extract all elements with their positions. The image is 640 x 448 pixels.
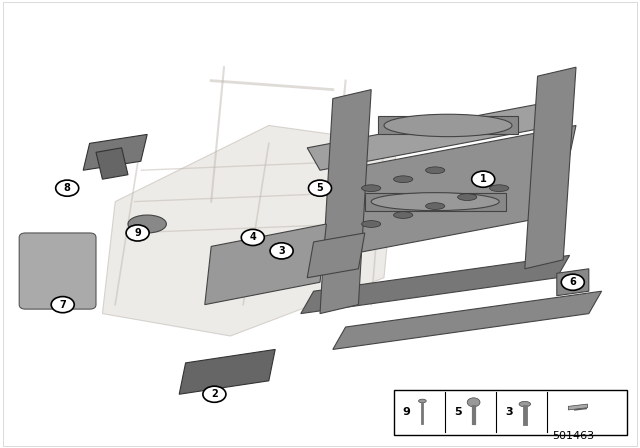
Text: 501463: 501463 — [552, 431, 594, 441]
Text: 8: 8 — [64, 183, 70, 193]
FancyBboxPatch shape — [19, 233, 96, 309]
Ellipse shape — [371, 193, 499, 211]
Text: 9: 9 — [403, 407, 410, 417]
Text: 9: 9 — [134, 228, 141, 238]
Ellipse shape — [419, 399, 426, 403]
Circle shape — [241, 229, 264, 246]
Polygon shape — [83, 134, 147, 170]
Polygon shape — [96, 148, 128, 179]
Polygon shape — [102, 125, 397, 336]
Ellipse shape — [490, 185, 509, 192]
Polygon shape — [557, 269, 589, 296]
Ellipse shape — [362, 185, 381, 192]
Text: 6: 6 — [570, 277, 576, 287]
Circle shape — [561, 274, 584, 290]
Circle shape — [126, 225, 149, 241]
Text: 2: 2 — [211, 389, 218, 399]
Ellipse shape — [394, 176, 413, 183]
Bar — [394, 390, 627, 435]
Ellipse shape — [519, 401, 531, 407]
Polygon shape — [568, 404, 588, 410]
Text: 4: 4 — [250, 233, 256, 242]
Text: 1: 1 — [480, 174, 486, 184]
Polygon shape — [205, 224, 326, 305]
Circle shape — [203, 386, 226, 402]
Circle shape — [467, 398, 480, 407]
Text: 3: 3 — [505, 407, 513, 417]
Circle shape — [308, 180, 332, 196]
Circle shape — [56, 180, 79, 196]
Bar — [365, 193, 506, 211]
Polygon shape — [320, 125, 576, 260]
Text: 5: 5 — [317, 183, 323, 193]
Ellipse shape — [362, 221, 381, 228]
Bar — [378, 116, 518, 134]
Polygon shape — [525, 67, 576, 269]
Ellipse shape — [394, 212, 413, 219]
Polygon shape — [179, 349, 275, 394]
Polygon shape — [333, 291, 602, 349]
Polygon shape — [301, 255, 570, 314]
Ellipse shape — [458, 194, 477, 201]
Text: 7: 7 — [60, 300, 66, 310]
Ellipse shape — [128, 215, 166, 233]
Ellipse shape — [384, 114, 512, 137]
Circle shape — [51, 297, 74, 313]
Polygon shape — [307, 233, 365, 278]
Text: 3: 3 — [278, 246, 285, 256]
Ellipse shape — [426, 202, 445, 210]
Polygon shape — [320, 90, 371, 314]
Circle shape — [472, 171, 495, 187]
Ellipse shape — [426, 167, 445, 174]
Circle shape — [270, 243, 293, 259]
Text: 5: 5 — [454, 407, 461, 417]
Polygon shape — [307, 103, 557, 170]
